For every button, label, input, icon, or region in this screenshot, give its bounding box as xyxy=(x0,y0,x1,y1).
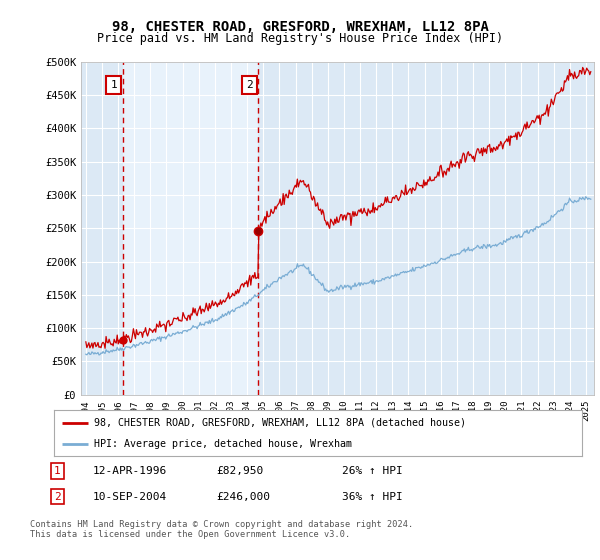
Text: HPI: Average price, detached house, Wrexham: HPI: Average price, detached house, Wrex… xyxy=(94,439,352,449)
Text: 2: 2 xyxy=(54,492,61,502)
Text: 98, CHESTER ROAD, GRESFORD, WREXHAM, LL12 8PA (detached house): 98, CHESTER ROAD, GRESFORD, WREXHAM, LL1… xyxy=(94,418,466,428)
Text: 12-APR-1996: 12-APR-1996 xyxy=(93,466,167,476)
Text: 1: 1 xyxy=(110,80,117,90)
Text: 36% ↑ HPI: 36% ↑ HPI xyxy=(342,492,403,502)
Text: £82,950: £82,950 xyxy=(216,466,263,476)
Text: 26% ↑ HPI: 26% ↑ HPI xyxy=(342,466,403,476)
Text: 1: 1 xyxy=(54,466,61,476)
Text: 10-SEP-2004: 10-SEP-2004 xyxy=(93,492,167,502)
Text: 98, CHESTER ROAD, GRESFORD, WREXHAM, LL12 8PA: 98, CHESTER ROAD, GRESFORD, WREXHAM, LL1… xyxy=(112,20,488,34)
Text: Contains HM Land Registry data © Crown copyright and database right 2024.
This d: Contains HM Land Registry data © Crown c… xyxy=(30,520,413,539)
Text: Price paid vs. HM Land Registry's House Price Index (HPI): Price paid vs. HM Land Registry's House … xyxy=(97,32,503,45)
Text: 2: 2 xyxy=(246,80,253,90)
Bar xyxy=(122,62,258,395)
Text: £246,000: £246,000 xyxy=(216,492,270,502)
